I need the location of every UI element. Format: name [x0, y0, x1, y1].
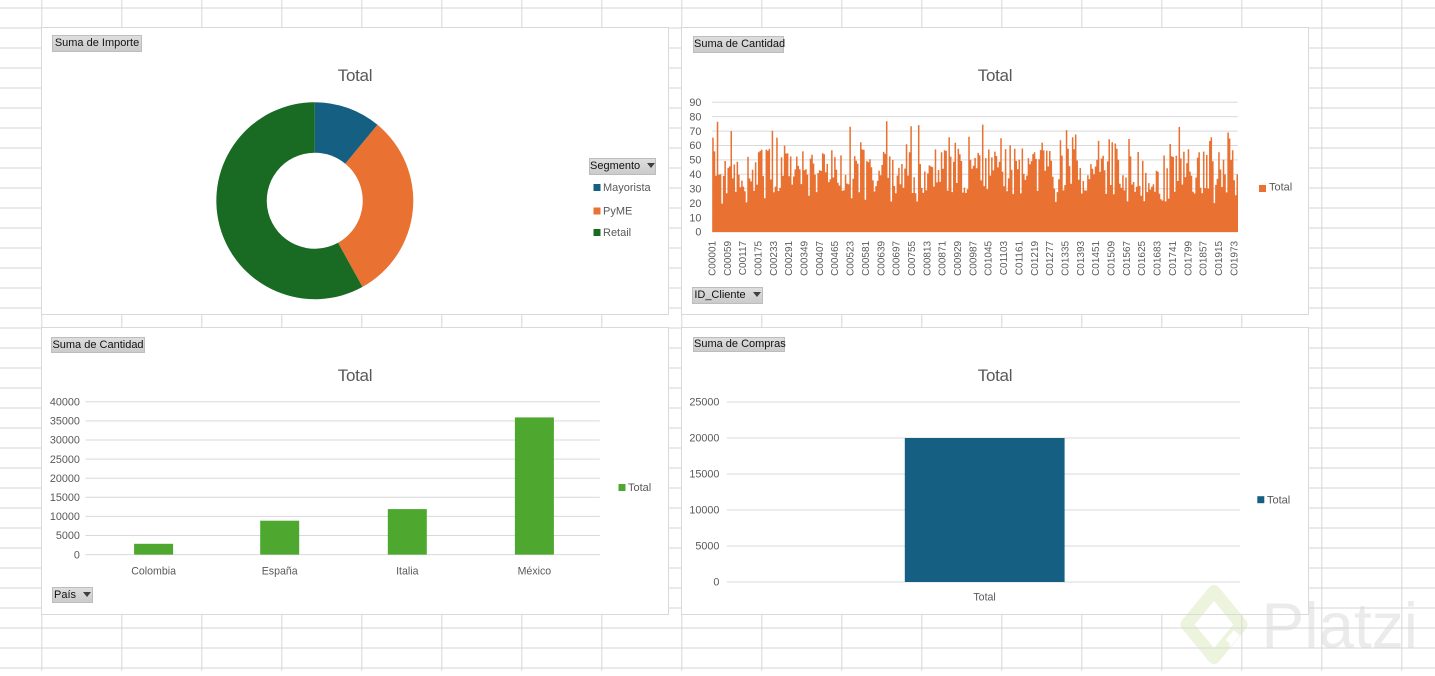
svg-text:C01741: C01741	[1168, 240, 1179, 275]
svg-text:Colombia: Colombia	[131, 566, 176, 578]
svg-text:C00407: C00407	[815, 240, 826, 275]
svg-text:C00871: C00871	[938, 240, 949, 275]
svg-text:C00175: C00175	[753, 240, 764, 275]
svg-text:Mayorista: Mayorista	[603, 182, 652, 194]
svg-text:Total: Total	[1269, 182, 1292, 194]
svg-text:C00523: C00523	[846, 240, 857, 275]
svg-text:25000: 25000	[50, 454, 80, 466]
svg-text:C01219: C01219	[1030, 240, 1041, 275]
svg-text:C01393: C01393	[1076, 240, 1087, 275]
svg-text:C01045: C01045	[984, 240, 995, 275]
svg-text:C00001: C00001	[707, 240, 718, 275]
svg-text:C01335: C01335	[1060, 240, 1071, 275]
svg-text:C01103: C01103	[999, 240, 1010, 275]
svg-text:0: 0	[713, 577, 719, 589]
svg-text:C00813: C00813	[922, 240, 933, 275]
svg-text:C00639: C00639	[876, 240, 887, 275]
svg-text:C00117: C00117	[738, 240, 749, 275]
svg-text:C00755: C00755	[907, 240, 918, 275]
svg-text:C00987: C00987	[968, 240, 979, 275]
svg-text:20: 20	[689, 198, 701, 210]
svg-text:10: 10	[689, 212, 701, 224]
svg-text:C01567: C01567	[1122, 240, 1133, 275]
svg-text:C00059: C00059	[723, 240, 734, 275]
svg-text:80: 80	[689, 111, 701, 123]
svg-text:Retail: Retail	[603, 227, 631, 239]
svg-text:C01277: C01277	[1045, 240, 1056, 275]
svg-text:C00465: C00465	[830, 240, 841, 275]
svg-text:México: México	[518, 566, 552, 578]
svg-text:C01915: C01915	[1214, 240, 1225, 275]
svg-text:90: 90	[689, 97, 701, 109]
svg-text:Total: Total	[628, 482, 651, 494]
svg-text:40000: 40000	[50, 397, 80, 409]
svg-text:25000: 25000	[689, 397, 719, 409]
svg-text:40: 40	[689, 169, 701, 181]
svg-text:C00349: C00349	[800, 240, 811, 275]
svg-text:70: 70	[689, 126, 701, 138]
svg-text:15000: 15000	[689, 469, 719, 481]
svg-text:C00233: C00233	[769, 240, 780, 275]
svg-text:C01857: C01857	[1199, 240, 1210, 275]
svg-text:C01161: C01161	[1014, 240, 1025, 275]
svg-text:C01509: C01509	[1107, 240, 1118, 275]
svg-text:C01451: C01451	[1091, 240, 1102, 275]
svg-text:C00697: C00697	[892, 240, 903, 275]
svg-text:Italia: Italia	[396, 566, 418, 578]
svg-text:Total: Total	[1267, 494, 1290, 506]
svg-text:20000: 20000	[50, 473, 80, 485]
svg-text:C01973: C01973	[1229, 240, 1240, 275]
svg-text:10000: 10000	[689, 505, 719, 517]
svg-text:20000: 20000	[689, 433, 719, 445]
svg-text:C01799: C01799	[1183, 240, 1194, 275]
svg-text:Total: Total	[973, 592, 995, 604]
svg-text:C00291: C00291	[784, 240, 795, 275]
svg-text:C00929: C00929	[953, 240, 964, 275]
svg-text:35000: 35000	[50, 416, 80, 428]
svg-text:15000: 15000	[50, 492, 80, 504]
svg-text:50: 50	[689, 155, 701, 167]
svg-text:30000: 30000	[50, 435, 80, 447]
svg-text:30: 30	[689, 183, 701, 195]
svg-text:PyME: PyME	[603, 206, 632, 218]
svg-text:0: 0	[74, 549, 80, 561]
svg-text:España: España	[262, 566, 298, 578]
svg-text:10000: 10000	[50, 511, 80, 523]
svg-text:60: 60	[689, 140, 701, 152]
svg-text:5000: 5000	[695, 541, 719, 553]
svg-text:C00581: C00581	[861, 240, 872, 275]
svg-text:5000: 5000	[56, 530, 80, 542]
svg-text:C01683: C01683	[1153, 240, 1164, 275]
svg-text:0: 0	[695, 227, 701, 239]
svg-text:C01625: C01625	[1137, 240, 1148, 275]
